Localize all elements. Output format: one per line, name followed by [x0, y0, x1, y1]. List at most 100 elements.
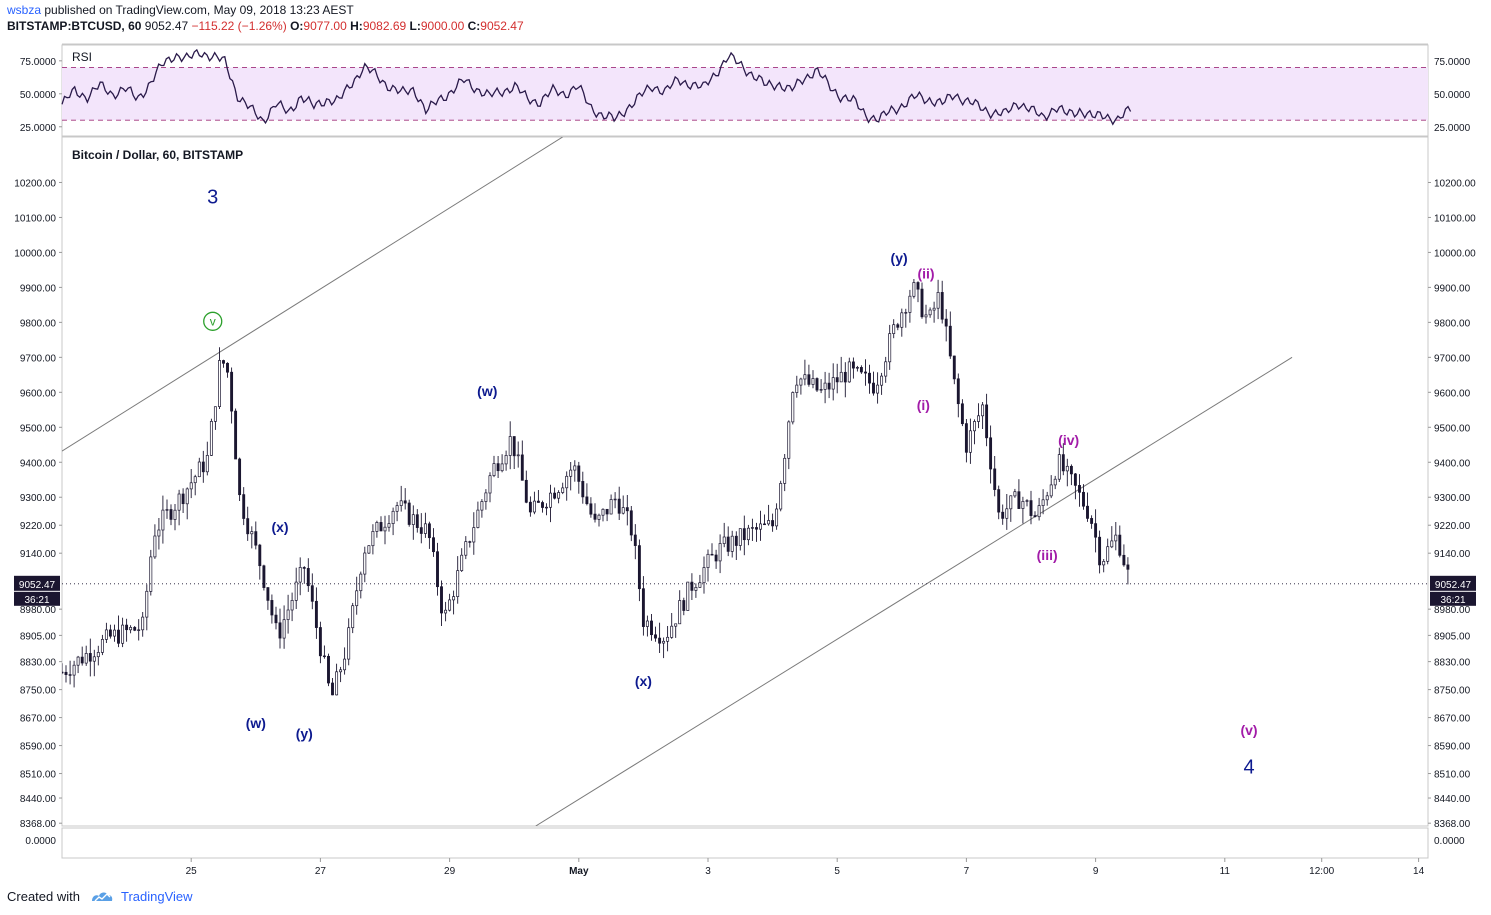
candle[interactable]	[347, 618, 351, 666]
candle[interactable]	[787, 420, 791, 470]
wave-v-circle-marker[interactable]: v	[203, 311, 223, 331]
candle[interactable]	[1082, 484, 1085, 510]
candle[interactable]	[185, 487, 189, 520]
candle[interactable]	[161, 495, 165, 544]
candle[interactable]	[1110, 526, 1114, 549]
candle[interactable]	[335, 663, 339, 696]
candle[interactable]	[133, 626, 137, 632]
candle[interactable]	[218, 347, 221, 409]
candle[interactable]	[512, 436, 516, 469]
candle[interactable]	[121, 617, 125, 648]
candle[interactable]	[617, 486, 621, 520]
candle[interactable]	[68, 660, 72, 685]
candle[interactable]	[1053, 475, 1057, 490]
candle[interactable]	[944, 309, 948, 342]
candle[interactable]	[177, 489, 181, 526]
candle[interactable]	[331, 678, 334, 696]
wave-label[interactable]: 4	[1243, 757, 1254, 779]
candle[interactable]	[1069, 464, 1073, 486]
candle[interactable]	[1013, 488, 1017, 498]
candle[interactable]	[149, 549, 153, 596]
candle[interactable]	[314, 587, 318, 639]
candle[interactable]	[395, 501, 399, 522]
candle[interactable]	[1021, 496, 1025, 524]
candle[interactable]	[799, 377, 803, 395]
candle[interactable]	[1078, 474, 1081, 507]
candle[interactable]	[403, 488, 407, 510]
candle[interactable]	[977, 403, 980, 429]
candle[interactable]	[726, 526, 730, 557]
wave-label[interactable]: (x)	[271, 519, 288, 535]
candle[interactable]	[755, 522, 758, 542]
candle[interactable]	[803, 359, 807, 386]
candle[interactable]	[843, 362, 847, 398]
candle[interactable]	[694, 583, 698, 598]
candle[interactable]	[209, 418, 213, 456]
candle[interactable]	[1029, 490, 1033, 525]
candle[interactable]	[763, 514, 766, 526]
candle[interactable]	[375, 520, 379, 538]
candle[interactable]	[278, 608, 282, 649]
candle[interactable]	[1065, 458, 1069, 487]
candle[interactable]	[698, 574, 702, 588]
candle[interactable]	[815, 377, 819, 392]
wave-label[interactable]: (w)	[477, 383, 497, 399]
candle[interactable]	[254, 521, 258, 550]
wave-label[interactable]: (v)	[1240, 722, 1257, 738]
candle[interactable]	[137, 619, 141, 641]
candle[interactable]	[872, 371, 875, 396]
candle[interactable]	[129, 625, 133, 634]
candle[interactable]	[492, 455, 496, 478]
candle[interactable]	[823, 371, 827, 404]
candle[interactable]	[981, 402, 985, 429]
candle[interactable]	[379, 516, 383, 532]
candle[interactable]	[791, 391, 795, 425]
candle[interactable]	[193, 474, 197, 496]
candle[interactable]	[452, 590, 456, 615]
candle[interactable]	[1086, 492, 1089, 522]
candle[interactable]	[734, 531, 738, 560]
candle[interactable]	[706, 549, 710, 582]
candle[interactable]	[153, 524, 157, 559]
candle[interactable]	[678, 590, 682, 625]
candle[interactable]	[783, 454, 787, 492]
symbol-label[interactable]: BITSTAMP:BTCUSD, 60	[7, 19, 142, 33]
candle[interactable]	[1025, 499, 1029, 507]
candle[interactable]	[658, 622, 662, 653]
candle[interactable]	[230, 367, 234, 424]
candle[interactable]	[290, 592, 294, 622]
candle[interactable]	[896, 322, 900, 331]
candle[interactable]	[674, 623, 678, 638]
candle[interactable]	[750, 518, 754, 541]
candle[interactable]	[952, 355, 956, 385]
candle[interactable]	[383, 515, 387, 545]
candle[interactable]	[460, 548, 464, 572]
candle[interactable]	[831, 363, 835, 401]
candle[interactable]	[993, 456, 997, 497]
candle[interactable]	[561, 482, 565, 495]
wave-label[interactable]: (x)	[635, 673, 652, 689]
candle[interactable]	[367, 545, 371, 554]
candle[interactable]	[585, 483, 589, 506]
candle[interactable]	[504, 450, 508, 471]
candle[interactable]	[767, 504, 771, 526]
tradingview-logo-icon[interactable]	[90, 889, 114, 906]
candle[interactable]	[488, 472, 492, 503]
candle[interactable]	[480, 499, 484, 518]
candle[interactable]	[387, 515, 391, 532]
candle[interactable]	[662, 637, 666, 659]
candle[interactable]	[936, 279, 940, 320]
candle[interactable]	[468, 540, 472, 548]
candle[interactable]	[1094, 509, 1098, 553]
candle[interactable]	[282, 605, 286, 649]
candle[interactable]	[641, 576, 645, 636]
candle[interactable]	[795, 375, 799, 398]
candle[interactable]	[76, 655, 80, 674]
last-price-tag-left[interactable]: 9052.47 36:21	[14, 575, 60, 606]
candle[interactable]	[61, 663, 64, 675]
wave-label[interactable]: (y)	[891, 250, 908, 266]
candle[interactable]	[448, 593, 452, 612]
candle[interactable]	[286, 594, 290, 634]
candle[interactable]	[213, 406, 217, 430]
